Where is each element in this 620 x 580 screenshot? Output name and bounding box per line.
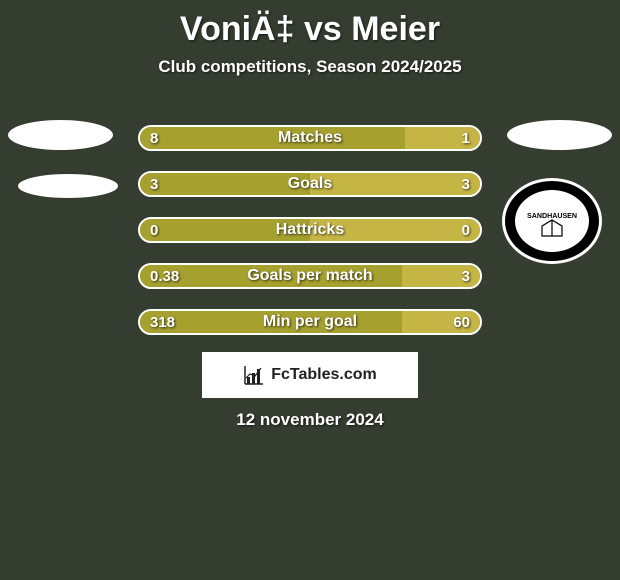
svg-text:SANDHAUSEN: SANDHAUSEN	[527, 212, 577, 220]
page-title: VoniÄ‡ vs Meier	[0, 0, 620, 49]
stat-value-right: 60	[453, 311, 470, 333]
stat-bar-left-fill	[140, 265, 402, 287]
stat-bar-left-fill	[140, 311, 402, 333]
bar-chart-icon	[243, 364, 265, 386]
subtitle: Club competitions, Season 2024/2025	[0, 57, 620, 77]
date-text: 12 november 2024	[0, 410, 620, 430]
ellipse-icon	[507, 120, 612, 150]
sv-sandhausen-badge: SV 1916 SANDHAUSEN	[502, 178, 602, 264]
stat-value-right: 1	[462, 127, 470, 149]
stat-value-right: 3	[462, 265, 470, 287]
stat-value-left: 0	[150, 219, 158, 241]
left-player-badge	[8, 120, 118, 198]
fctables-watermark: FcTables.com	[202, 352, 418, 398]
stat-bar: Min per goal31860	[138, 309, 482, 335]
stat-value-left: 3	[150, 173, 158, 195]
stat-value-right: 3	[462, 173, 470, 195]
stat-bar-right-fill	[310, 173, 480, 195]
stat-value-left: 318	[150, 311, 175, 333]
svg-text:1916: 1916	[544, 245, 560, 252]
stat-bar-left-fill	[140, 219, 310, 241]
comparison-chart: Matches81Goals33Hattricks00Goals per mat…	[138, 125, 482, 355]
fctables-label: FcTables.com	[271, 366, 377, 384]
stat-bar: Goals per match0.383	[138, 263, 482, 289]
stat-bar: Matches81	[138, 125, 482, 151]
ellipse-icon	[8, 120, 113, 150]
stat-bar-right-fill	[310, 219, 480, 241]
stat-value-left: 0.38	[150, 265, 179, 287]
right-player-badge-top	[507, 120, 612, 174]
stat-bar-left-fill	[140, 173, 310, 195]
stat-bar: Goals33	[138, 171, 482, 197]
stat-bar-left-fill	[140, 127, 405, 149]
ellipse-icon	[18, 174, 118, 198]
svg-text:SV: SV	[547, 194, 558, 203]
stat-bar: Hattricks00	[138, 217, 482, 243]
stat-value-right: 0	[462, 219, 470, 241]
stat-value-left: 8	[150, 127, 158, 149]
